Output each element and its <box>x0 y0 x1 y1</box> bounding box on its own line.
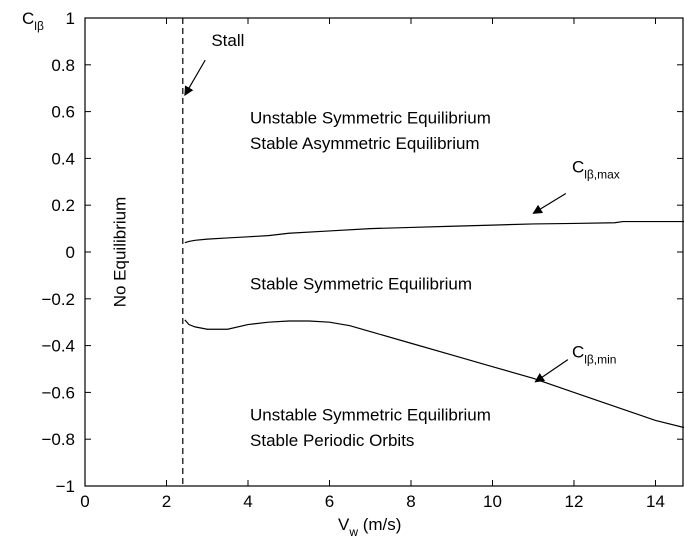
y-tick-label: 0.6 <box>51 103 75 122</box>
annotation-stall: Stall <box>211 31 244 50</box>
y-tick-label: −0.6 <box>41 383 75 402</box>
x-ticks: 0 2 4 6 8 10 12 14 <box>80 18 665 511</box>
y-tick-label: 0.8 <box>51 56 75 75</box>
annotation-stable-asymmetric: Stable Asymmetric Equilibrium <box>250 134 480 153</box>
stall-arrow <box>184 59 206 97</box>
y-ticks: 1 0.8 0.6 0.4 0.2 0 −0.2 −0.4 −0.6 −0.8 −1 <box>41 9 683 496</box>
cl-beta-max-arrow <box>532 192 567 214</box>
annotation-cl-beta-min: Clβ,min <box>572 342 617 366</box>
y-tick-label: −1 <box>56 477 75 496</box>
x-tick-label: 6 <box>325 492 334 511</box>
y-tick-label: 0.4 <box>51 149 75 168</box>
annotation-no-equilibrium: No Equilibrium <box>111 197 130 308</box>
x-tick-label: 8 <box>406 492 415 511</box>
annotation-unstable-symmetric-top: Unstable Symmetric Equilibrium <box>250 108 491 127</box>
y-tick-label: 0.2 <box>51 196 75 215</box>
x-tick-label: 2 <box>162 492 171 511</box>
y-tick-label: 1 <box>66 9 75 28</box>
series-cl-beta-min <box>184 319 684 429</box>
x-tick-label: 0 <box>80 492 89 511</box>
annotation-cl-beta-max: Clβ,max <box>572 157 620 181</box>
y-tick-label: −0.4 <box>41 337 75 356</box>
cl-beta-min-arrow <box>534 359 569 383</box>
annotation-stable-periodic-orbits: Stable Periodic Orbits <box>250 431 414 450</box>
y-axis-label: Clβ <box>22 9 44 33</box>
y-tick-label: −0.8 <box>41 430 75 449</box>
x-tick-label: 12 <box>565 492 584 511</box>
x-axis-label: Vw (m/s) <box>338 515 401 539</box>
x-tick-label: 10 <box>483 492 502 511</box>
annotation-unstable-symmetric-bottom: Unstable Symmetric Equilibrium <box>250 405 491 424</box>
y-tick-label: 0 <box>66 243 75 262</box>
x-tick-label: 14 <box>646 492 665 511</box>
annotations: Stall No Equilibrium Unstable Symmetric Eq… <box>111 31 620 450</box>
annotation-stable-symmetric: Stable Symmetric Equilibrium <box>250 274 472 293</box>
y-tick-label: −0.2 <box>41 290 75 309</box>
series-cl-beta-max <box>184 220 684 244</box>
x-tick-label: 4 <box>243 492 252 511</box>
